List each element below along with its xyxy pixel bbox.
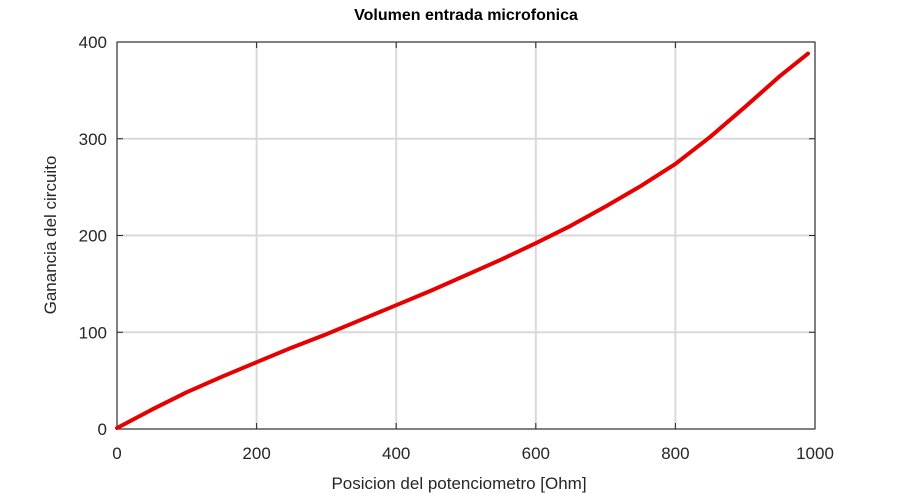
chart-title: Volumen entrada microfonica — [354, 7, 578, 24]
x-tick-label: 200 — [242, 444, 270, 463]
axis-ticks — [116, 41, 816, 430]
x-tick-label: 1000 — [796, 444, 834, 463]
y-tick-labels: 0 100 200 300 400 — [79, 33, 107, 439]
x-tick-label: 800 — [661, 444, 689, 463]
x-tick-label: 0 — [112, 444, 121, 463]
y-tick-label: 0 — [98, 420, 107, 439]
series-group — [115, 51, 810, 430]
y-tick-label: 300 — [79, 130, 107, 149]
y-tick-label: 100 — [79, 323, 107, 342]
y-tick-label: 200 — [79, 227, 107, 246]
x-tick-label: 600 — [522, 444, 550, 463]
y-tick-label: 400 — [79, 33, 107, 52]
x-tick-labels: 0 200 400 600 800 1000 — [112, 444, 834, 463]
x-axis-label: Posicion del potenciometro [Ohm] — [331, 474, 586, 493]
series-line — [115, 51, 810, 430]
y-axis-label: Ganancia del circuito — [41, 156, 60, 315]
x-tick-label: 400 — [382, 444, 410, 463]
